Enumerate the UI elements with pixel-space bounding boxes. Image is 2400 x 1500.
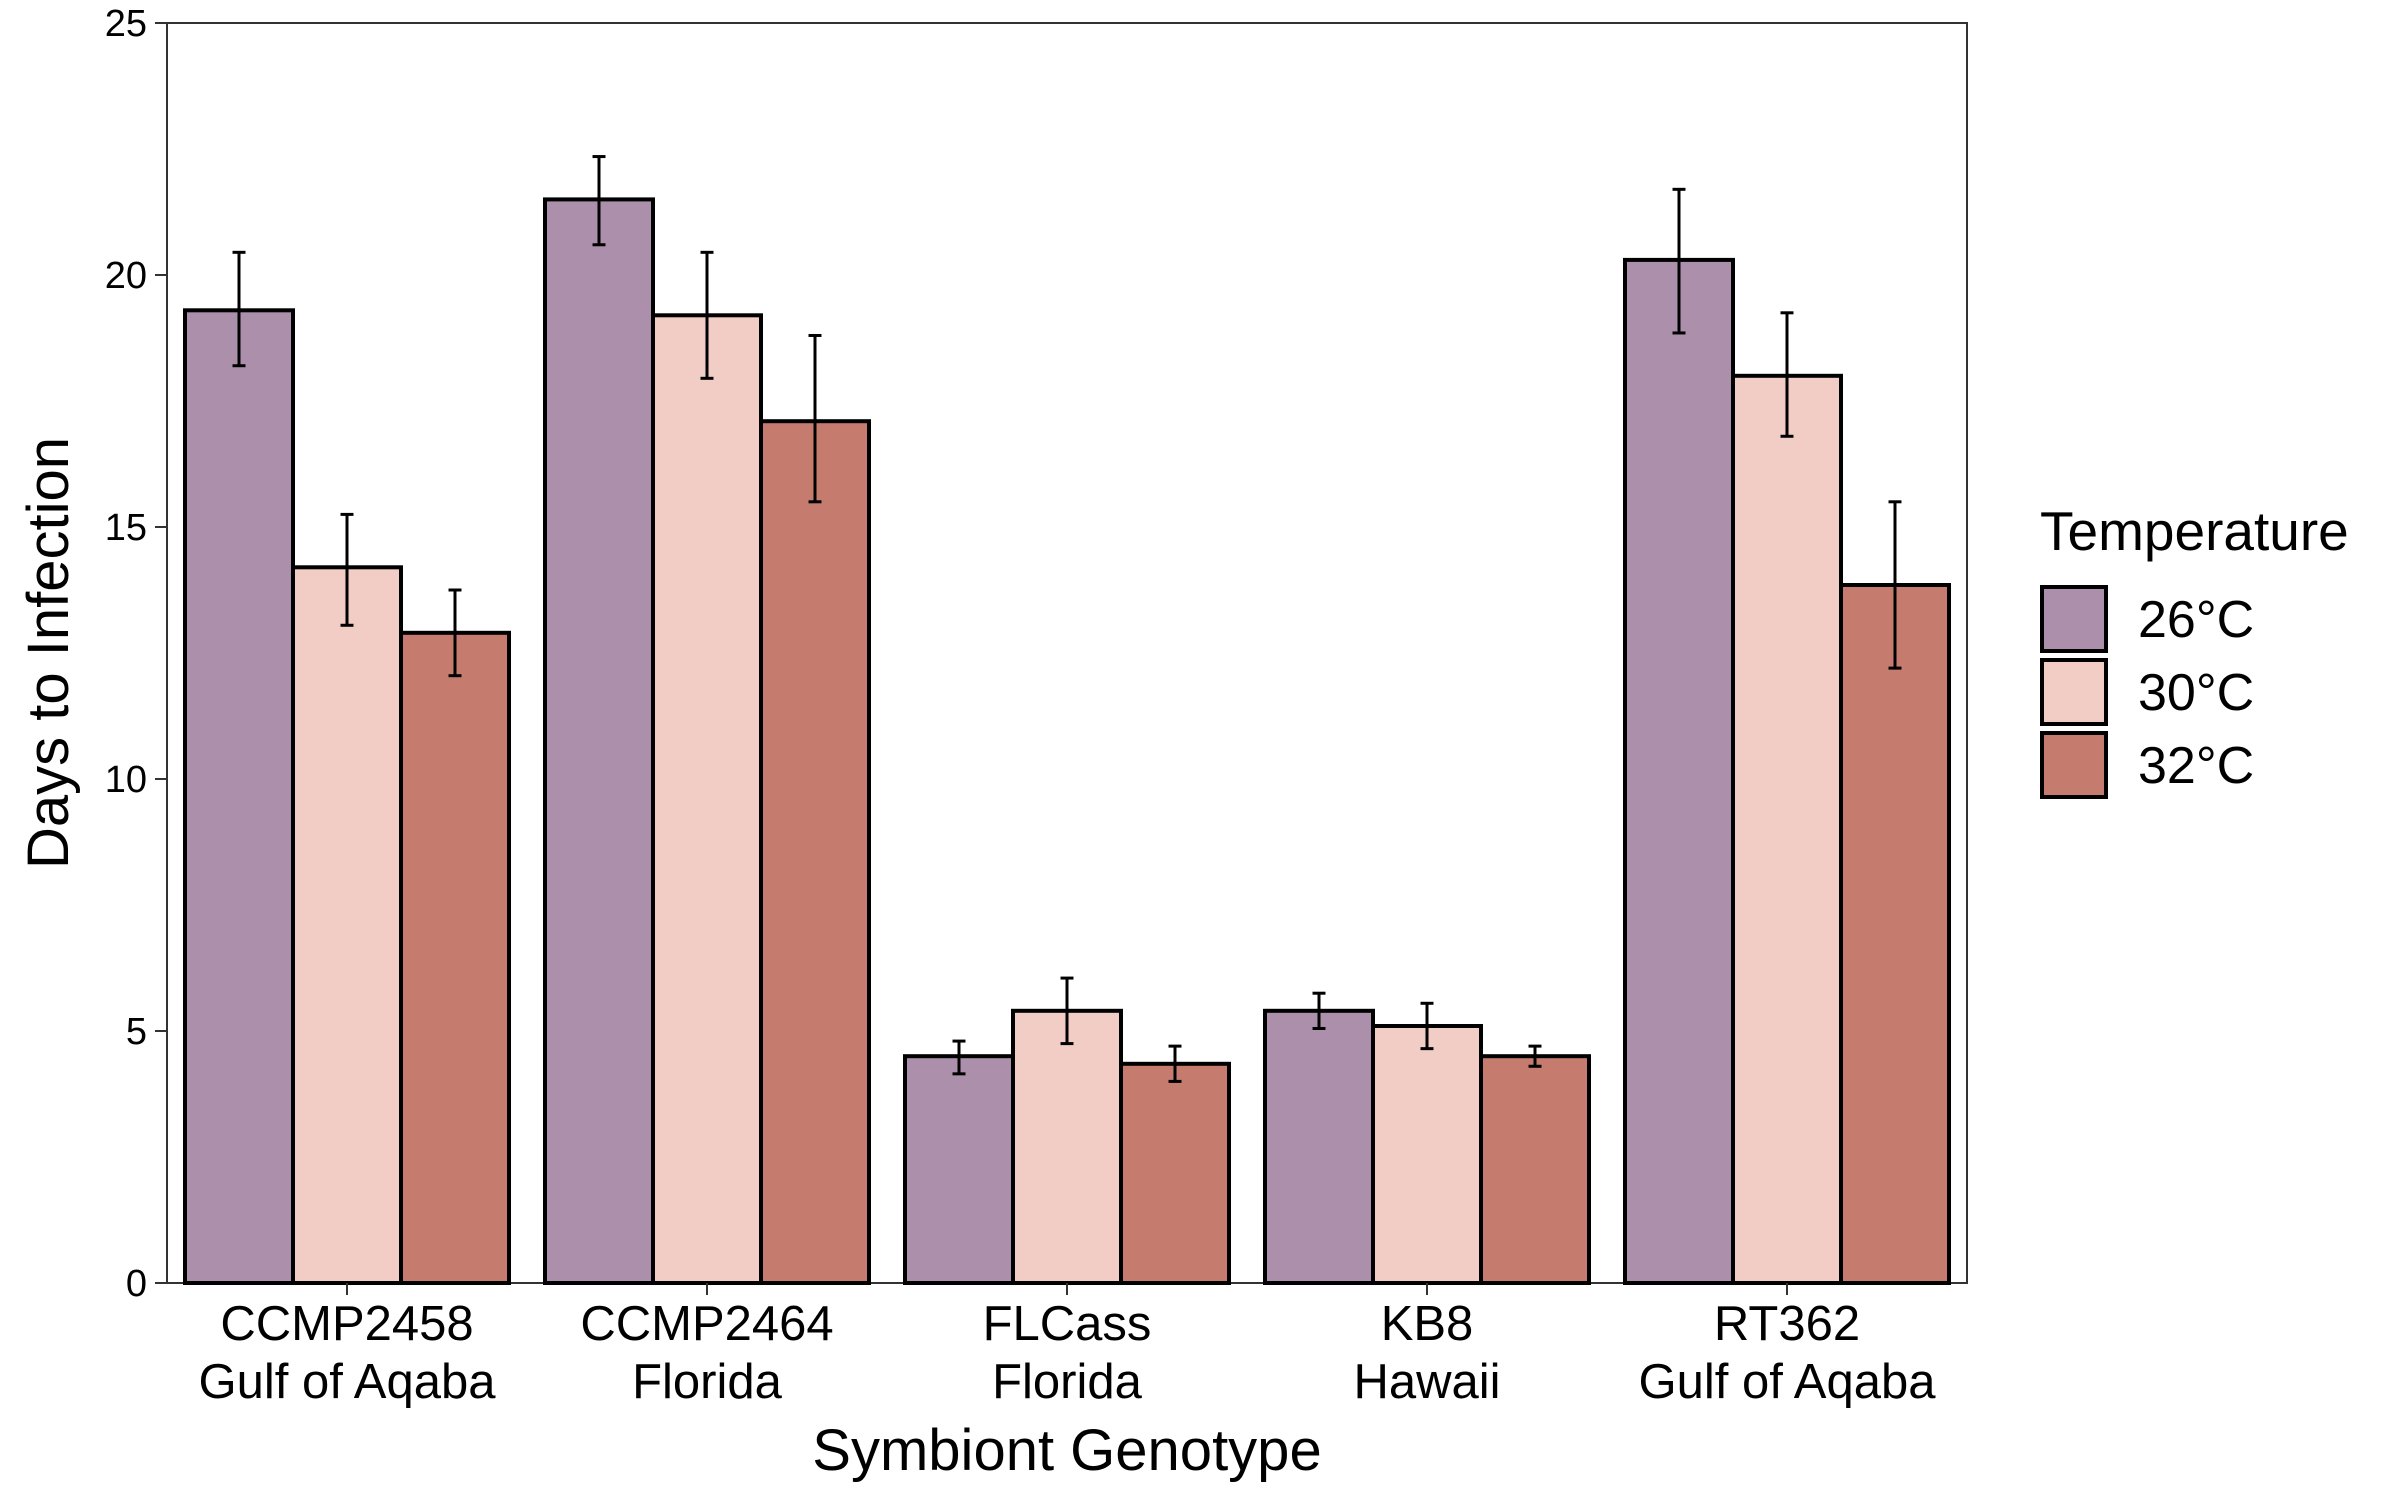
bar [1623,257,1735,1285]
legend-swatch [2040,658,2108,726]
bar [1371,1024,1483,1285]
bar [651,313,763,1285]
y-axis-title: Days to Infection [16,437,81,869]
x-tick-label-genotype: CCMP2458 [220,1297,473,1351]
bar [543,197,655,1285]
bar [1839,583,1951,1285]
y-tick-label: 15 [105,507,147,549]
bar [903,1054,1015,1285]
x-tick-label-genotype: CCMP2464 [580,1297,833,1351]
y-axis: 0 5 10 15 20 25 [105,3,167,1305]
y-tick-label: 5 [126,1011,147,1053]
x-tick-label-location: Florida [632,1355,783,1409]
x-tick-label-location: Gulf of Aqaba [1639,1355,1937,1409]
legend: Temperature 26°C 30°C 32°C [2040,500,2349,799]
x-tick-label-location: Gulf of Aqaba [199,1355,497,1409]
x-tick-label-location: Florida [992,1355,1143,1409]
y-tick-label: 0 [126,1263,147,1305]
x-tick-label-genotype: KB8 [1381,1297,1474,1351]
bar [1479,1054,1591,1285]
bar [1011,1008,1123,1285]
legend-swatch [2040,731,2108,799]
legend-label: 26°C [2138,591,2254,649]
bar [1119,1061,1231,1286]
x-tick-label-location: Hawaii [1353,1355,1500,1409]
legend-title: Temperature [2040,500,2349,562]
legend-label: 30°C [2138,664,2254,722]
bar [291,565,403,1285]
y-tick-label: 25 [105,3,147,45]
y-tick-label: 20 [105,255,147,297]
x-axis-title: Symbiont Genotype [812,1418,1321,1483]
bar [183,308,295,1285]
x-tick-label-genotype: FLCass [983,1297,1152,1351]
legend-swatch [2040,585,2108,653]
y-tick-label: 10 [105,759,147,801]
bar [759,419,871,1285]
bar [1263,1008,1375,1285]
bar [1731,373,1843,1285]
x-tick-label-genotype: RT362 [1714,1297,1860,1351]
legend-label: 32°C [2138,737,2254,795]
bar [399,630,511,1285]
